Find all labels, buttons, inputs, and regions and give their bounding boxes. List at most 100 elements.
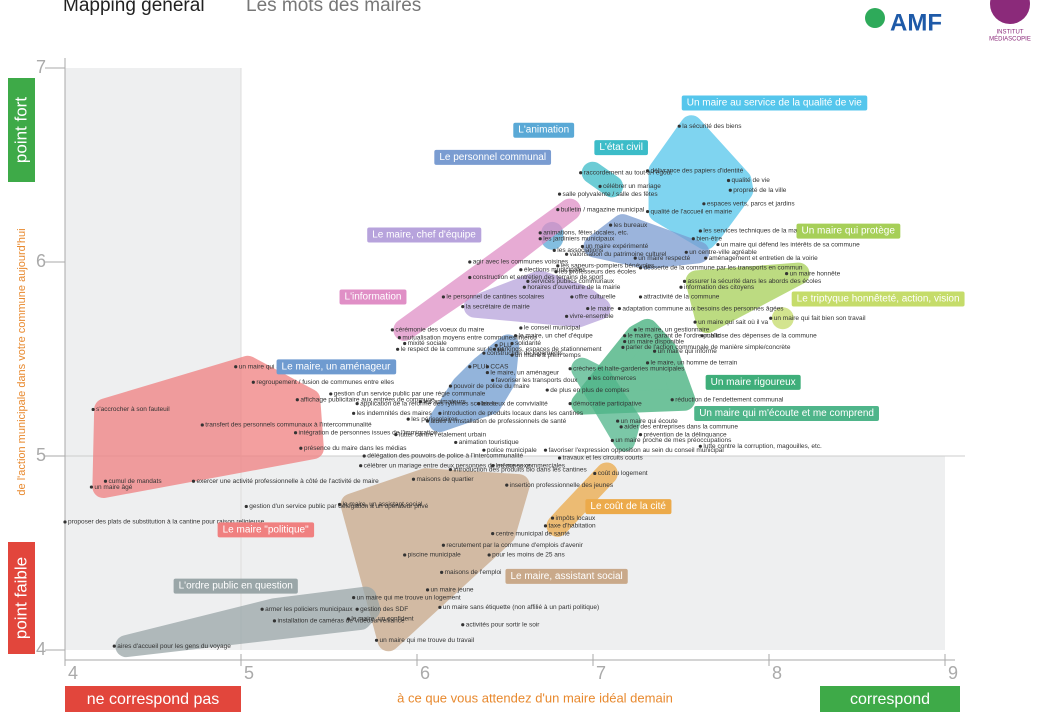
point-label: un maire jeune	[431, 587, 474, 594]
point-label: un centre-ville agréable	[689, 249, 757, 256]
point-label: un maire expérimenté	[585, 243, 648, 250]
point	[519, 268, 523, 272]
point-label: services publics communaux	[531, 278, 615, 285]
point	[728, 188, 732, 192]
x-tick-label: 9	[948, 663, 958, 683]
point	[112, 644, 116, 648]
point	[568, 402, 572, 406]
point	[726, 178, 731, 183]
point-label: regroupement / fusion de communes entre …	[256, 379, 394, 386]
group-label-box	[791, 291, 965, 307]
point-label: bien-être	[696, 235, 722, 242]
point	[623, 339, 627, 344]
point-label: un maire sans étiquette (non affilié à u…	[443, 604, 599, 611]
y-high-label: point fort	[11, 97, 30, 163]
point-label: introduction de produits locaux dans les…	[443, 410, 584, 417]
point-label: un maire qui sait où il va	[698, 319, 768, 326]
group-blob	[92, 355, 324, 499]
point	[587, 376, 592, 380]
point	[251, 380, 255, 384]
point-label: un maire qui me trouve un logement	[357, 594, 461, 601]
point-label: transfert des personnels communaux à l'i…	[205, 422, 372, 429]
group-blob	[583, 214, 710, 270]
point-label: un maire à plein temps	[515, 352, 582, 359]
chart-title: Mapping général	[63, 0, 205, 16]
y-axis-label: de l'action municipale dans votre commun…	[16, 228, 28, 495]
group-label-box	[796, 223, 901, 239]
point-label: démocratie participative	[573, 400, 642, 407]
point-label: travaux et les circuits courts	[563, 455, 644, 462]
y-low-label: point faible	[11, 557, 30, 639]
point-label: un maire honnête	[790, 270, 841, 277]
group-blob	[546, 462, 618, 537]
point-label: insertion professionnelle des jeunes	[510, 482, 614, 489]
point	[438, 605, 442, 609]
point	[355, 607, 359, 611]
chart-subtitle: Les mots des maires	[246, 0, 421, 16]
point-label: les zones commerciales	[496, 462, 566, 469]
point-label: délivrance des papiers d'identité	[651, 168, 744, 175]
group-blob	[648, 115, 754, 250]
point-label: les services techniques de la mairie	[703, 228, 806, 235]
point-label: les lieux de convivialité	[482, 400, 549, 407]
point-label: les animateurs	[424, 398, 467, 405]
group-blob	[393, 198, 581, 341]
point-label: le personnel de cantines scolaires	[446, 294, 545, 301]
point-label: la secrétaire de mairie	[466, 303, 530, 310]
point	[716, 242, 720, 247]
group-label-box	[705, 374, 801, 390]
point	[769, 316, 773, 320]
point	[441, 295, 445, 299]
group-blobs	[92, 115, 810, 658]
point	[550, 516, 555, 520]
point	[610, 438, 614, 443]
point	[526, 279, 530, 283]
point-label: pouvoir de police du maire	[453, 383, 530, 390]
point-label: les professeurs des écoles	[559, 268, 637, 275]
x-low-box	[65, 686, 241, 712]
point	[638, 266, 643, 270]
point-label: cumul de mandats	[108, 478, 162, 485]
group-label: Un maire qui protège	[802, 226, 896, 237]
point-label: horaires d'ouverture de la mairie	[527, 284, 620, 291]
point	[374, 638, 379, 642]
point-label: un maire qui informe	[658, 348, 718, 355]
point	[448, 467, 453, 472]
group-label-box	[173, 578, 298, 594]
point-label: le maire, un homme de terrain	[651, 360, 738, 367]
point-label: le maire	[591, 305, 615, 312]
point	[492, 347, 497, 351]
point	[468, 365, 472, 369]
point-label: les sapeurs-pompiers bénévoles	[561, 263, 655, 270]
point	[491, 378, 495, 382]
point	[494, 343, 498, 348]
point	[633, 256, 637, 260]
point	[510, 341, 514, 346]
point	[63, 520, 67, 524]
group-label: Le coût de la cité	[590, 501, 666, 512]
point-label: qualité de l'accueil en mairie	[651, 208, 733, 215]
group-label-box	[513, 122, 575, 138]
point-label: espaces verts, parcs et jardins	[707, 201, 796, 208]
point	[337, 502, 342, 507]
point	[704, 256, 708, 260]
group-label: Le maire "politique"	[223, 524, 309, 535]
point-label: impôts locaux	[556, 515, 596, 522]
group-label: L'ordre public en question	[179, 581, 293, 592]
point-label: aménagement et entretien de la voirie	[709, 255, 819, 262]
point	[702, 202, 706, 206]
point	[598, 184, 602, 188]
point-label: cérémonie des voeux du maire	[395, 327, 484, 334]
point-label: information des citoyens	[684, 284, 755, 291]
point	[352, 411, 356, 415]
point	[394, 433, 398, 437]
point-label: vivre-ensemble	[570, 313, 614, 320]
point-label: parkings, espaces de stationnement	[497, 346, 601, 353]
group-blob	[340, 468, 530, 652]
point-label: le maire, un aménageur	[490, 369, 559, 376]
point	[89, 485, 93, 489]
point-label: construction de logements	[487, 350, 564, 357]
point-label: activités pour sortir le soir	[466, 621, 541, 628]
point	[557, 456, 562, 460]
x-axis-label: à ce que vous attendez d'un maire idéal …	[397, 690, 673, 705]
